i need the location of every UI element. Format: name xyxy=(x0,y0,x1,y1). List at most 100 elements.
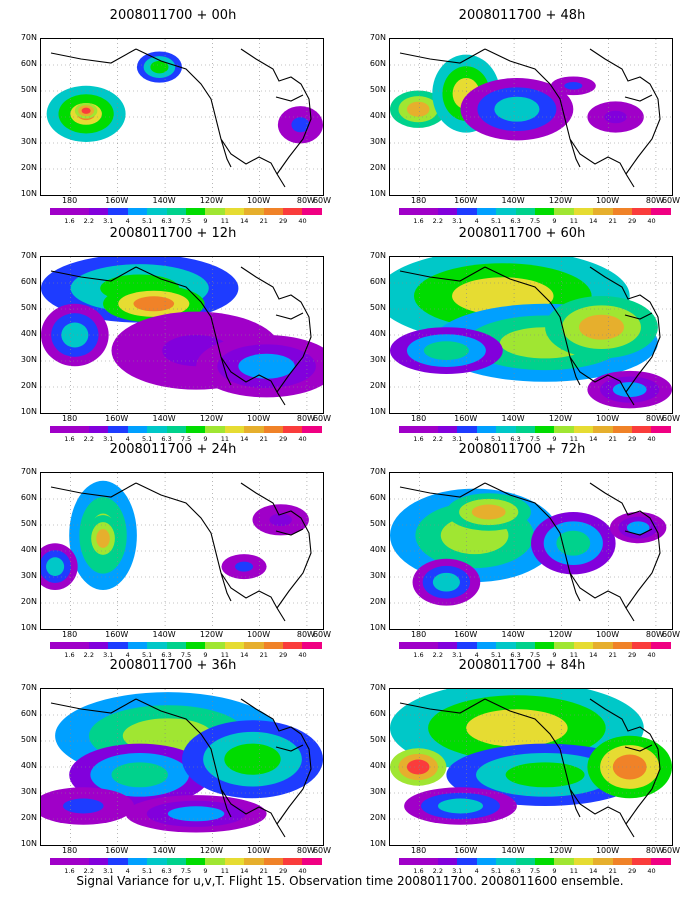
lat-label: 30N xyxy=(369,787,386,796)
lon-label: 100W xyxy=(246,630,271,639)
colorbar-swatch xyxy=(632,208,652,215)
lat-label: 40N xyxy=(20,111,37,120)
colorbar-swatch xyxy=(515,642,535,649)
colorbar-swatch xyxy=(69,208,89,215)
lat-label: 70N xyxy=(369,683,386,692)
variance-contour xyxy=(238,353,295,379)
lat-label: 50N xyxy=(20,303,37,312)
colorbar-value: 1.6 xyxy=(413,867,424,875)
variance-contour xyxy=(291,117,310,133)
lat-label: 20N xyxy=(20,597,37,606)
lat-label: 20N xyxy=(369,163,386,172)
colorbar-swatch xyxy=(50,426,70,433)
colorbar-value: 6.3 xyxy=(510,651,521,659)
colorbar-value: 14 xyxy=(589,435,598,443)
lon-label: 180 xyxy=(410,846,427,855)
map-panel-24h: 2008011700 + 24h 70N 60N 50N 40N 30N 20N 10N 18… xyxy=(8,442,338,660)
colorbar-swatch xyxy=(496,208,516,215)
colorbar-swatch xyxy=(302,642,322,649)
figure-caption: Signal Variance for u,v,T. Flight 15. Ob… xyxy=(76,874,624,888)
colorbar-value: 9 xyxy=(203,435,208,443)
colorbar-swatch xyxy=(127,642,148,649)
map-plot xyxy=(389,38,673,196)
colorbar-swatch xyxy=(263,426,284,433)
colorbar-swatch xyxy=(283,858,303,865)
colorbar-value: 7.5 xyxy=(180,867,192,875)
lon-label: 80W xyxy=(645,196,664,205)
colorbar-value: 11 xyxy=(220,217,229,225)
lon-label: 120W xyxy=(548,196,573,205)
lat-label: 30N xyxy=(20,787,37,796)
colorbar-value: 14 xyxy=(240,651,249,659)
variance-contour xyxy=(626,521,650,534)
colorbar-value: 6.3 xyxy=(161,867,172,875)
colorbar-value: 14 xyxy=(589,217,598,225)
colorbar-swatch xyxy=(515,208,535,215)
colorbar-swatch xyxy=(554,642,574,649)
colorbar-swatch xyxy=(612,858,633,865)
field-map xyxy=(390,473,672,629)
colorbar-value: 1.6 xyxy=(64,651,75,659)
lat-label: 60N xyxy=(369,277,386,286)
lat-label: 30N xyxy=(369,137,386,146)
coastline xyxy=(50,266,312,406)
colorbar-value: 4 xyxy=(125,867,130,875)
colorbar-swatch xyxy=(593,208,613,215)
colorbar-value: 5.1 xyxy=(141,651,153,659)
lat-label: 40N xyxy=(369,329,386,338)
colorbar-value: 2.2 xyxy=(83,867,95,875)
colorbar-value: 21 xyxy=(608,217,617,225)
colorbar-value: 40 xyxy=(647,217,656,225)
colorbar-value: 5.1 xyxy=(141,435,153,443)
lon-label: 140W xyxy=(501,414,525,423)
lon-label: 60W xyxy=(661,846,681,855)
colorbar-swatch xyxy=(593,858,613,865)
lon-label: 140W xyxy=(152,414,176,423)
colorbar-value: 7.5 xyxy=(180,651,192,659)
colorbar-value: 3.1 xyxy=(103,217,114,225)
colorbar-swatch xyxy=(69,858,89,865)
variance-contour xyxy=(432,572,460,592)
colorbar-value: 9 xyxy=(203,217,208,225)
lon-label: 140W xyxy=(152,196,176,205)
colorbar-value: 9 xyxy=(552,435,557,443)
lat-label: 40N xyxy=(369,761,386,770)
colorbar-swatch xyxy=(88,208,109,215)
colorbar-value: 5.1 xyxy=(490,651,502,659)
lon-label: 180 xyxy=(61,196,78,205)
colorbar-swatch xyxy=(185,426,206,433)
lat-label: 60N xyxy=(20,59,37,68)
colorbar-swatch xyxy=(108,642,128,649)
colorbar-value: 14 xyxy=(240,217,249,225)
colorbar-swatch xyxy=(457,642,477,649)
colorbar-swatch xyxy=(457,426,477,433)
colorbar-value: 4 xyxy=(125,217,130,225)
colorbar-swatch xyxy=(147,642,167,649)
colorbar-swatch xyxy=(573,426,594,433)
field-map xyxy=(41,473,323,629)
colorbar-swatch xyxy=(515,858,535,865)
colorbar-swatch xyxy=(302,858,322,865)
lat-label: 10N xyxy=(369,189,386,198)
colorbar-swatch xyxy=(302,426,322,433)
lon-label: 180 xyxy=(61,414,78,423)
colorbar xyxy=(50,858,322,865)
lat-label: 60N xyxy=(20,277,37,286)
colorbar-swatch xyxy=(612,208,633,215)
colorbar-swatch xyxy=(224,642,245,649)
colorbar-value: 14 xyxy=(240,435,249,443)
colorbar-value: 2.2 xyxy=(432,651,444,659)
colorbar xyxy=(399,208,671,215)
lon-label: 60W xyxy=(661,630,681,639)
lat-label: 40N xyxy=(20,761,37,770)
lat-label: 20N xyxy=(20,813,37,822)
map-plot xyxy=(40,472,324,630)
colorbar-swatch xyxy=(437,858,458,865)
lat-label: 30N xyxy=(20,137,37,146)
variance-contour xyxy=(61,322,89,348)
lat-label: 20N xyxy=(369,597,386,606)
lon-label: 160W xyxy=(105,414,129,423)
colorbar-value: 4 xyxy=(125,651,130,659)
colorbar-value: 7.5 xyxy=(180,217,192,225)
coastline xyxy=(399,266,661,406)
